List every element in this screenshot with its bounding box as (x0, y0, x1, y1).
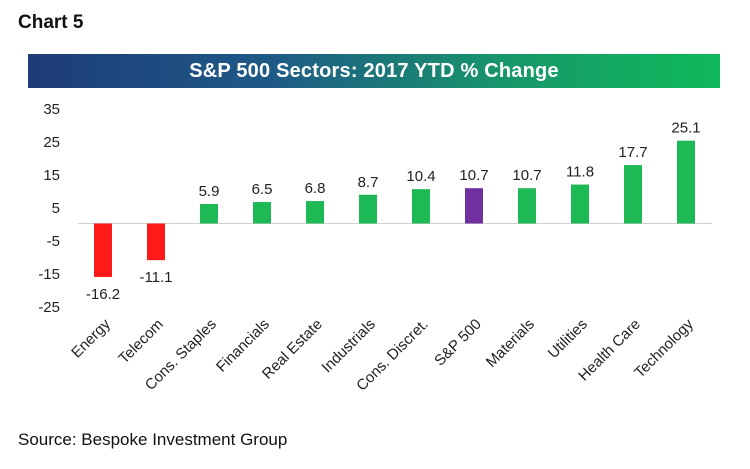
value-label: 10.7 (512, 167, 541, 184)
source-note: Source: Bespoke Investment Group (18, 430, 288, 449)
value-label: -16.2 (86, 286, 120, 303)
bar-industrials (359, 194, 377, 224)
bar-health-care (624, 165, 642, 224)
y-tick-label: 15 (43, 167, 60, 184)
category-label: Materials (483, 316, 538, 371)
chart-title: S&P 500 Sectors: 2017 YTD % Change (189, 59, 559, 82)
bar-cons-discret (412, 189, 430, 224)
value-label: 17.7 (618, 144, 647, 161)
chart-label: Chart 5 (18, 12, 84, 33)
y-tick-label: 25 (43, 134, 60, 151)
chart-title-bar: S&P 500 Sectors: 2017 YTD % Change (28, 54, 720, 88)
bar-financials (253, 202, 271, 224)
value-label: 11.8 (566, 164, 594, 181)
value-label: 10.7 (459, 167, 488, 184)
bars (94, 140, 695, 277)
category-label: Energy (68, 315, 114, 361)
bar-energy (94, 223, 112, 277)
value-label: 8.7 (358, 174, 379, 191)
y-tick-label: 35 (43, 101, 60, 118)
y-tick-label: -5 (47, 233, 60, 250)
bar-telecom (147, 223, 165, 261)
bar-real-estate (306, 201, 324, 224)
category-label: S&P 500 (431, 316, 485, 370)
value-label: -11.1 (139, 269, 172, 286)
y-tick-label: -15 (38, 266, 60, 283)
bar-technology (677, 140, 695, 224)
bar-materials (518, 188, 536, 224)
category-label: Telecom (115, 316, 167, 368)
bar-cons-staples (200, 204, 218, 224)
category-label: Utilities (545, 316, 591, 362)
value-label: 6.5 (252, 181, 273, 198)
value-label: 6.8 (305, 180, 326, 197)
bar-s-p-500 (465, 188, 483, 224)
bar-utilities (571, 184, 589, 224)
value-labels: -16.2 -11.1 5.9 6.5 6.8 8.7 10.4 10.7 10.7 11.8 17… (86, 120, 701, 303)
y-axis: 35 25 15 5 -5 -15 -25 (38, 101, 712, 316)
value-label: 10.4 (406, 168, 435, 185)
value-label: 5.9 (199, 183, 220, 200)
y-tick-label: 5 (52, 200, 60, 217)
y-tick-label: -25 (38, 299, 60, 316)
value-label: 25.1 (671, 120, 700, 137)
